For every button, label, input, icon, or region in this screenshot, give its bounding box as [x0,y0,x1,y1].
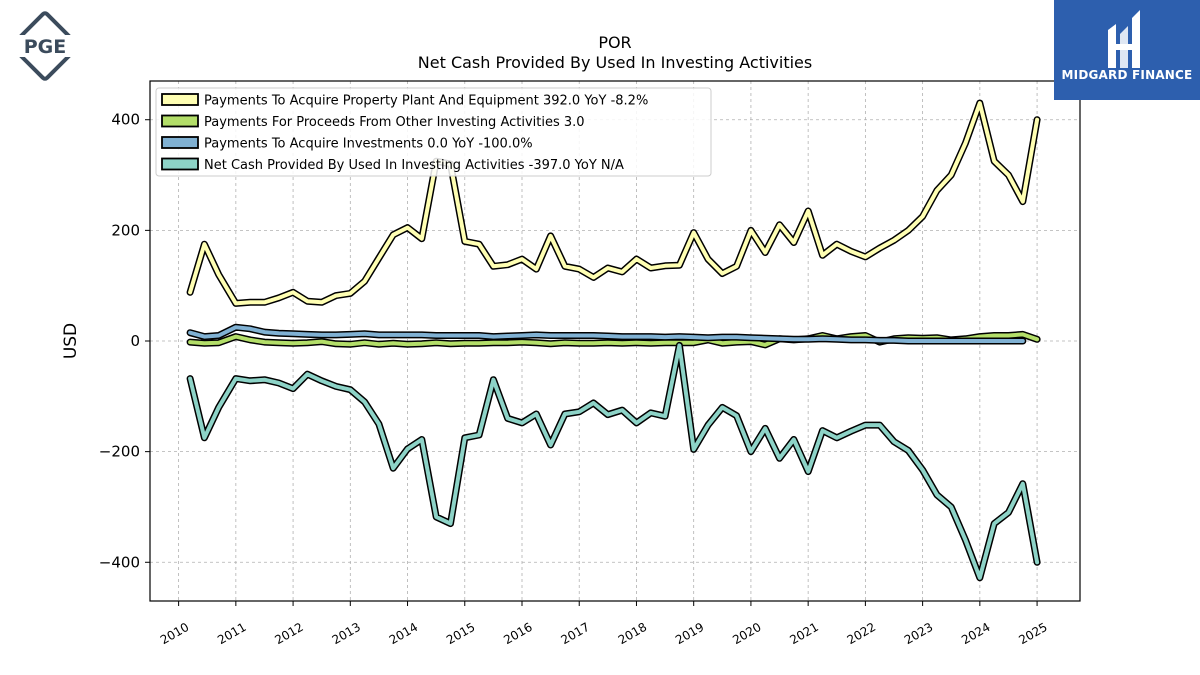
x-tick-label: 2013 [330,620,363,647]
x-tick-label: 2020 [730,620,763,647]
x-tick-label: 2019 [673,620,706,647]
legend-label: Payments To Acquire Property Plant And E… [204,94,648,109]
x-tick-label: 2022 [845,620,878,647]
y-tick-label: 0 [130,332,140,350]
chart-subtitle: Net Cash Provided By Used In Investing A… [418,53,812,72]
x-tick-label: 2021 [787,620,820,647]
series-1 [186,99,1041,307]
y-axis-label: USD [61,323,81,359]
x-tick-label: 2023 [902,620,935,647]
x-tick-label: 2024 [959,620,992,647]
y-tick-label: −200 [99,443,140,461]
x-tick-label: 2018 [616,620,649,647]
x-tick-label: 2011 [215,620,248,647]
x-tick-label: 2015 [444,620,477,647]
midgard-mark-icon [1108,10,1140,68]
y-tick-label: −400 [99,553,140,571]
series-line [188,101,1040,306]
x-tick-label: 2017 [559,620,592,647]
pge-logo-text: PGE [24,36,67,58]
legend-swatch [161,114,199,128]
chart-title: POR [598,33,631,52]
series-line [188,325,1025,343]
series-4 [186,341,1041,582]
x-tick-label: 2016 [501,620,534,647]
legend-swatch [161,136,199,149]
legend-label: Net Cash Provided By Used In Investing A… [204,158,624,173]
x-tick-label: 2014 [387,620,420,647]
pge-diamond-icon: PGE [8,11,82,81]
y-tick-label: 400 [111,111,140,129]
pge-logo: PGE [4,5,86,87]
x-tick-label: 2012 [272,620,305,647]
legend-swatch [161,93,199,106]
legend-swatch [161,157,199,171]
legend: Payments To Acquire Property Plant And E… [155,87,712,177]
x-tick-label: 2010 [158,620,191,647]
legend-box [155,87,712,177]
legend-label: Payments To Acquire Investments 0.0 YoY … [204,137,533,152]
y-tick-label: 200 [111,221,140,239]
midgard-finance-text: MIDGARD FINANCE [1061,68,1193,82]
midgard-finance-logo: MIDGARD FINANCE [1054,0,1200,100]
series-3 [186,323,1027,345]
legend-label: Payments For Proceeds From Other Investi… [204,115,585,130]
series-line [188,343,1040,580]
x-tick-label: 2025 [1016,620,1049,647]
series-layer [186,99,1041,582]
